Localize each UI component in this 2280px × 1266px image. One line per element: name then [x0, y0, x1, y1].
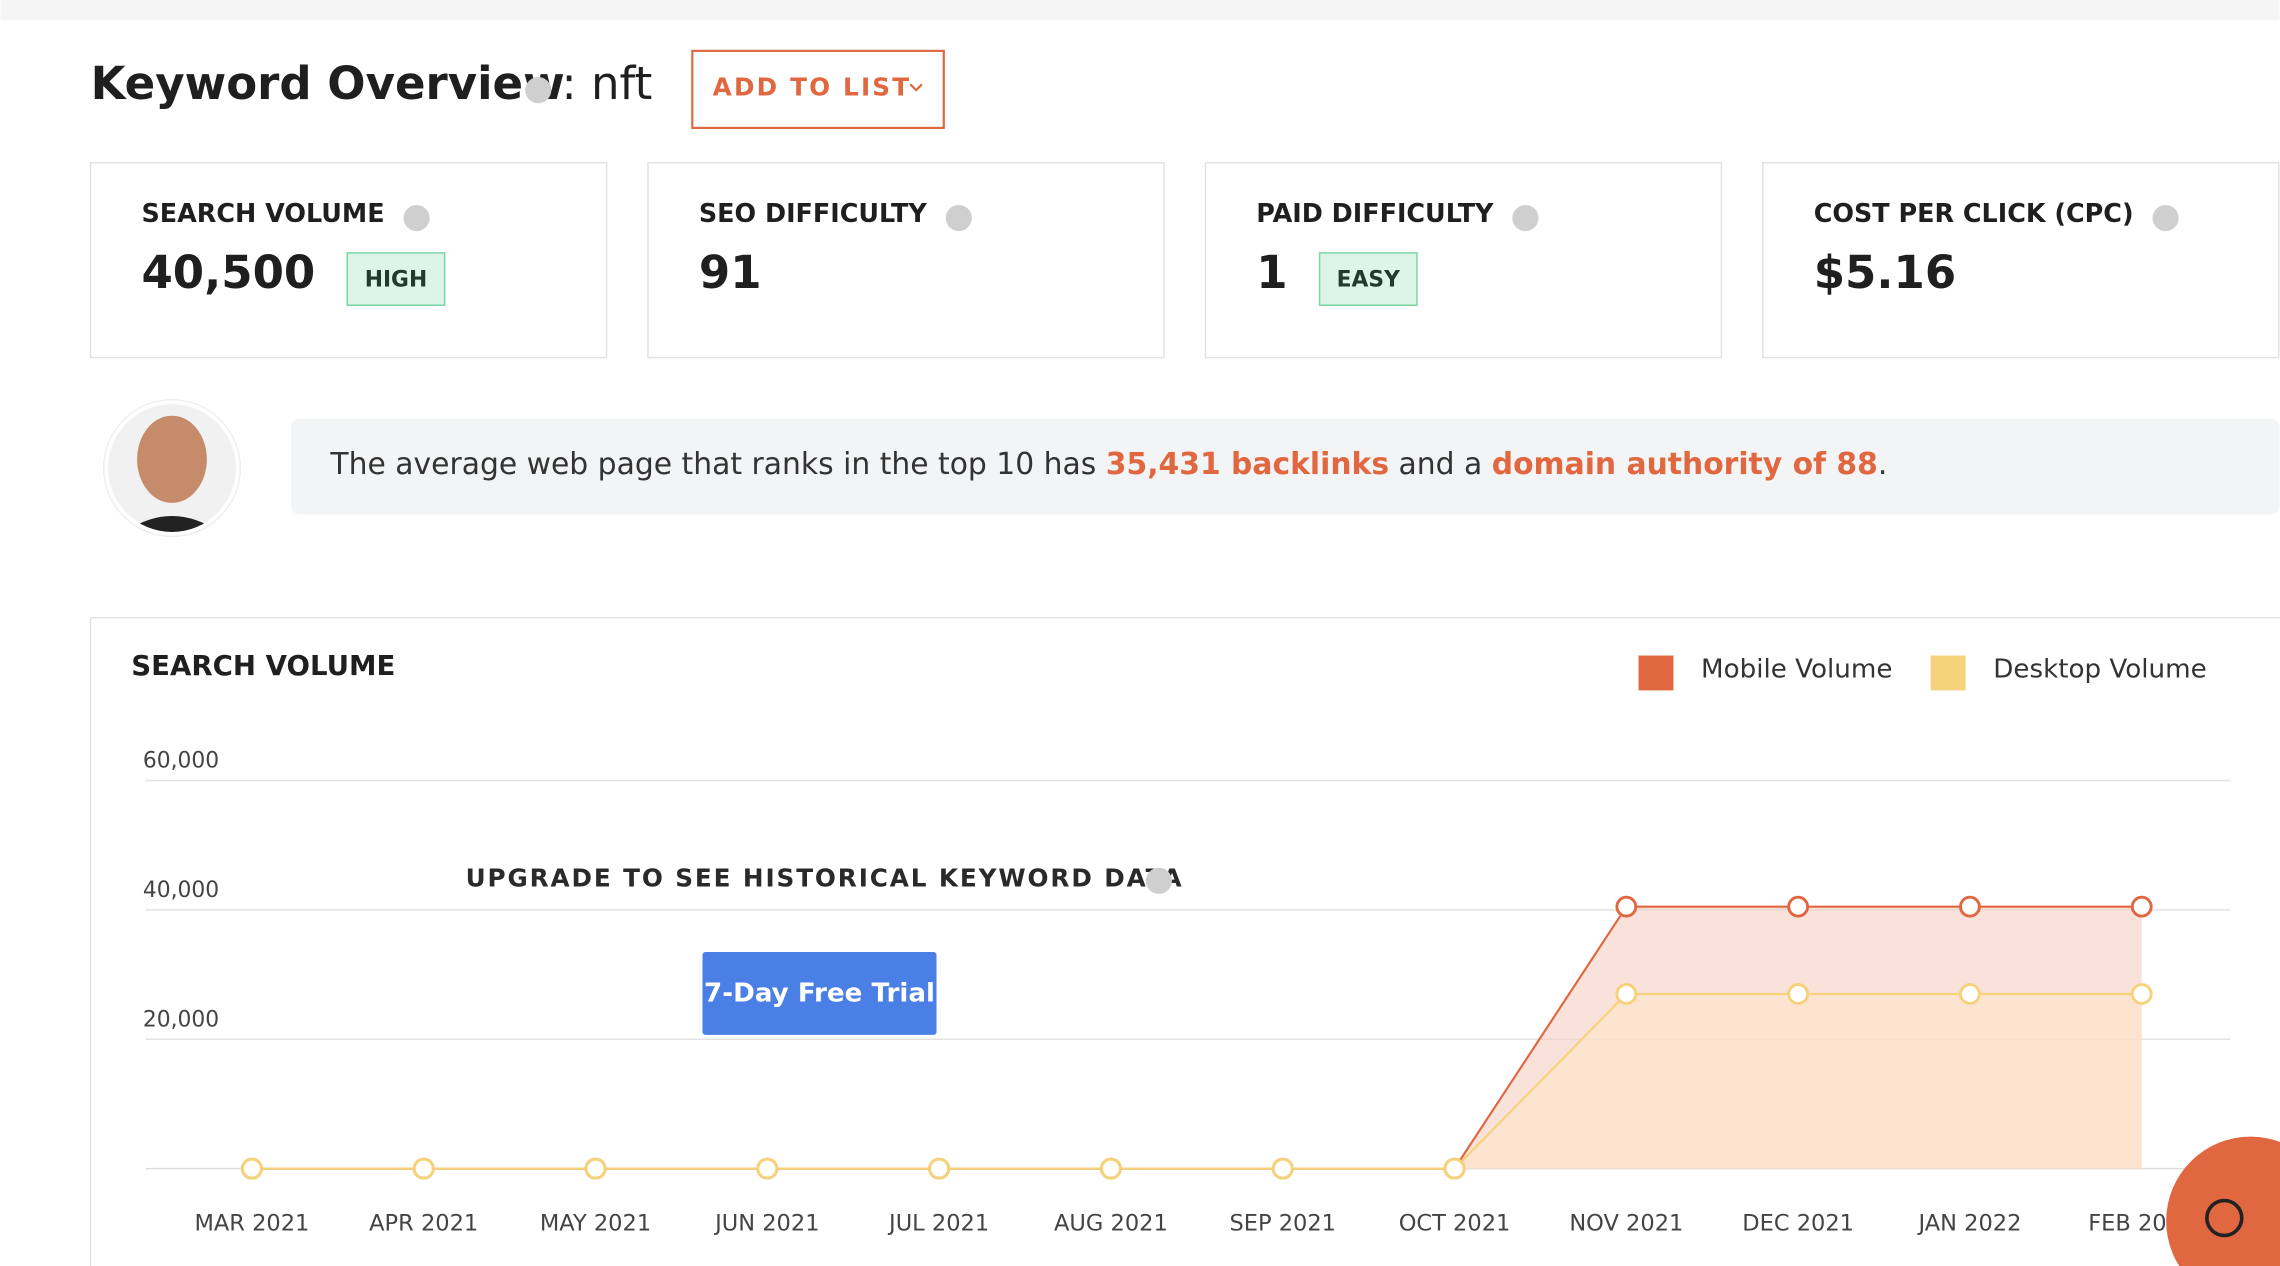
add-to-list-button[interactable]	[691, 49, 945, 129]
help-fab-icon	[2205, 1198, 2244, 1238]
point	[2130, 895, 2153, 918]
line	[251, 992, 2142, 1170]
trial-button-label: 7-Day Free Trial	[704, 979, 935, 1009]
keyword: : nft	[562, 57, 653, 110]
insight-link[interactable]: 35,431 backlinks	[1106, 447, 1389, 482]
insight-text: The average web page that ranks in the t…	[329, 447, 1887, 482]
metric-label: COST PER CLICK (CPC)	[1814, 198, 2134, 228]
x-tick-label: JAN 2022	[1916, 1210, 2021, 1236]
point	[928, 1157, 951, 1180]
point	[1615, 895, 1638, 918]
point	[412, 1157, 435, 1180]
badge-label: HIGH	[365, 268, 428, 293]
x-tick-label: JUL 2021	[887, 1210, 989, 1236]
help-icon[interactable]	[2152, 204, 2179, 232]
x-tick-label: MAR 2021	[194, 1210, 309, 1236]
metric-card	[1204, 162, 1723, 359]
point	[241, 1157, 263, 1180]
point	[1959, 983, 1981, 1005]
badge	[1318, 252, 1418, 306]
x-tick-label: NOV 2021	[1569, 1210, 1683, 1236]
y-tick-label: 60,000	[143, 749, 219, 774]
point	[1100, 1157, 1122, 1180]
metric-card	[647, 162, 1165, 359]
x-tick-label: APR 2021	[369, 1210, 478, 1236]
x-tick-label: SEP 2021	[1229, 1210, 1336, 1236]
button-label: ADD TO LIST	[713, 73, 912, 102]
help-icon[interactable]	[1512, 204, 1539, 232]
help-icon[interactable]	[525, 77, 552, 104]
y-tick-label: 40,000	[143, 878, 219, 903]
chart-title: SEARCH VOLUME	[131, 649, 395, 682]
point	[1787, 983, 1810, 1005]
point	[1443, 1157, 1466, 1180]
point	[1787, 895, 1810, 918]
x-tick-label: OCT 2021	[1399, 1210, 1511, 1236]
top-shadow	[0, 0, 2280, 21]
x-tick-label: DEC 2021	[1742, 1210, 1854, 1236]
insight-text-part: and a	[1389, 447, 1492, 482]
trial-button[interactable]	[702, 952, 937, 1035]
point	[1615, 983, 1638, 1005]
page-title: Keyword Overview	[91, 57, 565, 110]
point	[1959, 895, 1981, 918]
metric-label: SEARCH VOLUME	[141, 198, 384, 228]
avatar-face	[137, 415, 207, 503]
metric-label: SEO DIFFICULTY	[699, 198, 928, 228]
legend-label: Mobile Volume	[1701, 655, 1892, 685]
metric-card	[1762, 162, 2280, 359]
badge	[346, 252, 446, 306]
point	[2130, 983, 2153, 1005]
chevron	[909, 83, 923, 92]
metric-label: PAID DIFFICULTY	[1256, 198, 1494, 228]
metric-value: 1	[1256, 246, 1287, 299]
help-icon[interactable]	[403, 204, 430, 232]
insight-bubble	[291, 418, 2280, 515]
x-tick-label: JUN 2021	[713, 1210, 819, 1236]
badge-label: EASY	[1337, 268, 1400, 293]
metric-value: $5.16	[1814, 246, 1957, 299]
avatar-shirt	[116, 515, 228, 532]
metric-value: 91	[699, 246, 762, 299]
insight-text-part: .	[1878, 447, 1887, 482]
point	[584, 1157, 607, 1180]
x-tick-label: MAY 2021	[540, 1210, 651, 1236]
point	[756, 1157, 779, 1180]
insight-link[interactable]: domain authority of 88	[1492, 447, 1878, 482]
metric-value: 40,500	[141, 246, 315, 299]
help-icon[interactable]	[945, 204, 972, 232]
insight-text-part: The average web page that ranks in the t…	[329, 447, 1105, 482]
upgrade-text: UPGRADE TO SEE HISTORICAL KEYWORD DATA	[466, 863, 1184, 892]
y-tick-label: 20,000	[143, 1007, 219, 1032]
x-tick-label: AUG 2021	[1054, 1210, 1168, 1236]
point	[1271, 1157, 1294, 1180]
legend-swatch	[1930, 655, 1966, 691]
help-icon[interactable]	[1145, 867, 1172, 894]
area	[251, 993, 2142, 1169]
legend-swatch	[1638, 655, 1674, 691]
legend-label: Desktop Volume	[1993, 655, 2206, 685]
